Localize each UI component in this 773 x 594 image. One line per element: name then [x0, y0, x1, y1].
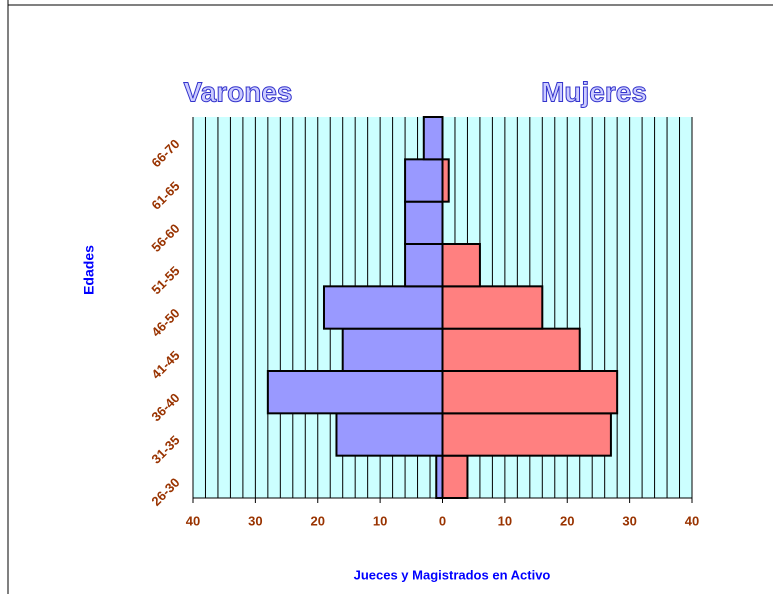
x-tick-label: 40: [685, 513, 699, 528]
y-tick-label: 66-70: [148, 136, 182, 170]
x-axis-label: Jueces y Magistrados en Activo: [354, 567, 551, 582]
y-tick-label: 31-35: [148, 432, 182, 466]
bar: [404, 200, 444, 246]
x-tick-label: 0: [439, 513, 446, 528]
bar: [266, 370, 444, 415]
y-tick-label: 26-30: [148, 475, 182, 509]
y-tick-label: 61-65: [148, 178, 182, 212]
y-tick-label: 51-55: [148, 263, 182, 297]
bar: [404, 243, 444, 288]
y-tick-label: 56-60: [148, 221, 182, 255]
x-tick-label: 30: [248, 513, 262, 528]
bar: [441, 158, 450, 203]
x-tick-label: 10: [373, 513, 387, 528]
bar: [422, 116, 444, 161]
x-tick-label: 30: [622, 513, 636, 528]
bar: [335, 412, 444, 457]
y-tick-label: 46-50: [148, 305, 182, 339]
bar: [441, 412, 612, 457]
bar: [441, 370, 619, 415]
y-tick-label: 41-45: [148, 348, 182, 382]
x-tick-label: 10: [498, 513, 512, 528]
bar: [404, 158, 444, 203]
title-right: Mujeres: [541, 76, 647, 107]
x-tick-label: 20: [560, 513, 574, 528]
bar: [441, 327, 581, 372]
x-tick-label: 20: [311, 513, 325, 528]
bar: [441, 454, 469, 499]
bar: [441, 243, 481, 288]
bar: [441, 285, 544, 330]
title-left: Varones: [184, 76, 293, 107]
y-tick-label: 36-40: [148, 390, 182, 424]
x-tick-label: 40: [186, 513, 200, 528]
y-axis-label: Edades: [81, 245, 97, 295]
bar: [341, 327, 444, 372]
bar: [322, 285, 444, 330]
